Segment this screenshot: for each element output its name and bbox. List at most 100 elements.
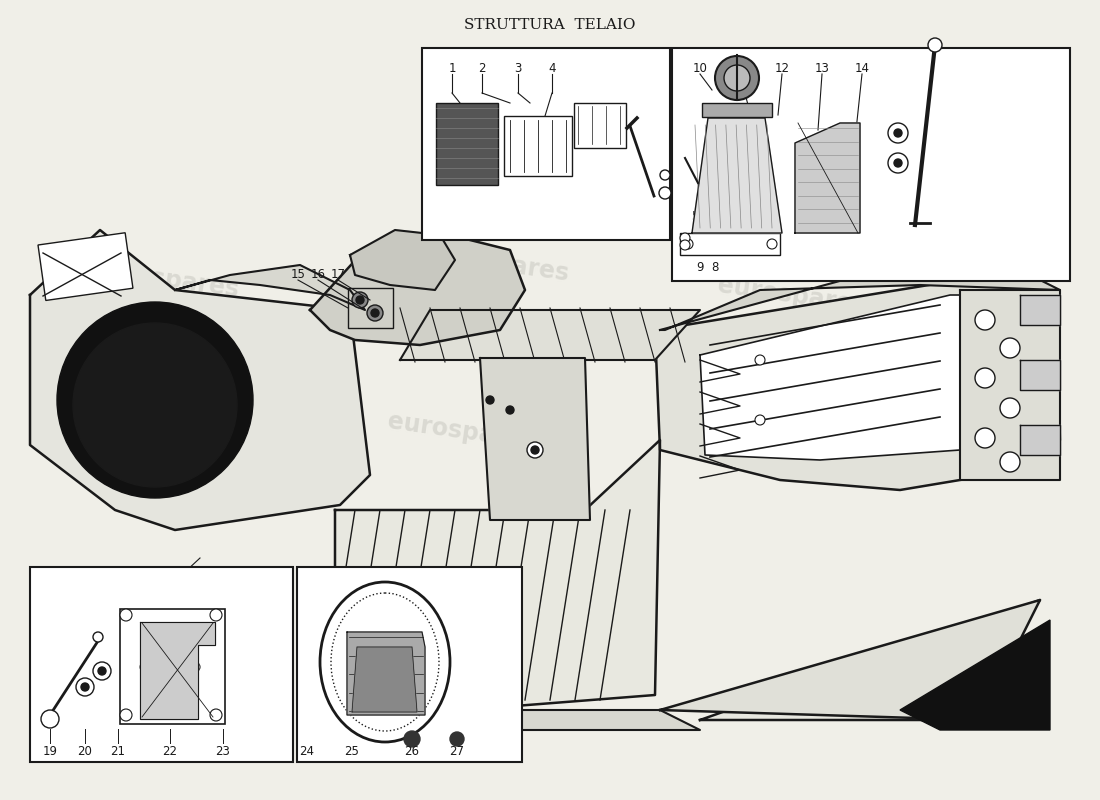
Polygon shape <box>795 123 860 233</box>
Text: 10: 10 <box>693 62 707 75</box>
Bar <box>120 609 226 724</box>
Circle shape <box>724 65 750 91</box>
Circle shape <box>506 406 514 414</box>
Text: 3: 3 <box>515 62 521 75</box>
Circle shape <box>210 609 222 621</box>
Polygon shape <box>660 270 1060 330</box>
Text: 1: 1 <box>449 62 455 75</box>
Bar <box>672 48 1070 281</box>
Text: eurospares: eurospares <box>716 274 868 318</box>
Circle shape <box>1000 452 1020 472</box>
Circle shape <box>352 292 368 308</box>
Polygon shape <box>960 290 1060 480</box>
Text: eurospares: eurospares <box>419 242 571 286</box>
Polygon shape <box>352 647 417 712</box>
Circle shape <box>140 662 150 672</box>
Text: 4: 4 <box>548 62 556 75</box>
Bar <box>680 233 780 255</box>
Text: 27: 27 <box>450 745 464 758</box>
Circle shape <box>975 310 996 330</box>
Circle shape <box>888 123 907 143</box>
Text: 2: 2 <box>478 62 486 75</box>
Bar <box>436 103 498 185</box>
Polygon shape <box>692 118 782 233</box>
Bar <box>39 233 133 301</box>
Circle shape <box>94 662 111 680</box>
Bar <box>574 103 626 148</box>
Polygon shape <box>336 710 700 730</box>
Polygon shape <box>1020 360 1060 390</box>
Circle shape <box>190 662 200 672</box>
Polygon shape <box>350 230 455 290</box>
Polygon shape <box>1020 425 1060 455</box>
Text: 24: 24 <box>299 745 315 758</box>
Bar <box>504 116 572 176</box>
Text: 14: 14 <box>855 62 869 75</box>
Circle shape <box>1000 338 1020 358</box>
Text: 13: 13 <box>815 62 829 75</box>
Text: 20: 20 <box>78 745 92 758</box>
Polygon shape <box>480 358 590 520</box>
Circle shape <box>767 239 777 249</box>
Polygon shape <box>700 295 960 460</box>
Bar <box>30 567 293 762</box>
Circle shape <box>894 129 902 137</box>
Circle shape <box>660 170 670 180</box>
Polygon shape <box>660 600 1040 720</box>
Bar <box>422 48 670 240</box>
Polygon shape <box>900 620 1050 730</box>
Text: 26: 26 <box>405 745 419 758</box>
Text: 11: 11 <box>733 62 748 75</box>
Circle shape <box>120 709 132 721</box>
Circle shape <box>755 415 764 425</box>
Circle shape <box>894 159 902 167</box>
Polygon shape <box>400 310 700 360</box>
Polygon shape <box>336 440 660 715</box>
Text: 23: 23 <box>216 745 230 758</box>
Circle shape <box>1000 398 1020 418</box>
Polygon shape <box>346 632 425 715</box>
Text: 25: 25 <box>344 745 360 758</box>
Bar <box>348 288 393 328</box>
Circle shape <box>755 355 764 365</box>
Circle shape <box>680 240 690 250</box>
Text: eurospares: eurospares <box>694 426 846 470</box>
Circle shape <box>120 609 132 621</box>
Circle shape <box>888 153 907 173</box>
Bar <box>702 103 772 117</box>
Polygon shape <box>30 230 370 530</box>
Text: 17: 17 <box>330 268 345 281</box>
Circle shape <box>371 309 380 317</box>
Text: eurospares: eurospares <box>386 410 538 454</box>
Circle shape <box>975 428 996 448</box>
Circle shape <box>527 442 543 458</box>
Text: 9: 9 <box>696 261 704 274</box>
Text: 22: 22 <box>163 745 177 758</box>
Polygon shape <box>140 622 214 719</box>
Circle shape <box>928 38 942 52</box>
Circle shape <box>450 732 464 746</box>
Text: 7: 7 <box>722 210 728 223</box>
Text: 12: 12 <box>774 62 790 75</box>
Text: 21: 21 <box>110 745 125 758</box>
Text: 6: 6 <box>706 210 714 223</box>
Polygon shape <box>1020 295 1060 325</box>
Text: 19: 19 <box>43 745 57 758</box>
Polygon shape <box>700 600 1040 720</box>
Text: 8: 8 <box>712 261 718 274</box>
Polygon shape <box>310 235 525 345</box>
Circle shape <box>94 632 103 642</box>
Text: 16: 16 <box>310 268 326 281</box>
Text: STRUTTURA  TELAIO: STRUTTURA TELAIO <box>464 18 636 32</box>
Text: eurospares: eurospares <box>89 258 241 302</box>
Circle shape <box>356 296 364 304</box>
Circle shape <box>975 368 996 388</box>
Bar <box>297 567 522 762</box>
Circle shape <box>683 239 693 249</box>
Circle shape <box>57 302 253 498</box>
Circle shape <box>715 56 759 100</box>
Circle shape <box>531 446 539 454</box>
Circle shape <box>73 323 236 487</box>
Text: eurospares: eurospares <box>89 442 241 486</box>
Text: 18: 18 <box>134 598 150 611</box>
